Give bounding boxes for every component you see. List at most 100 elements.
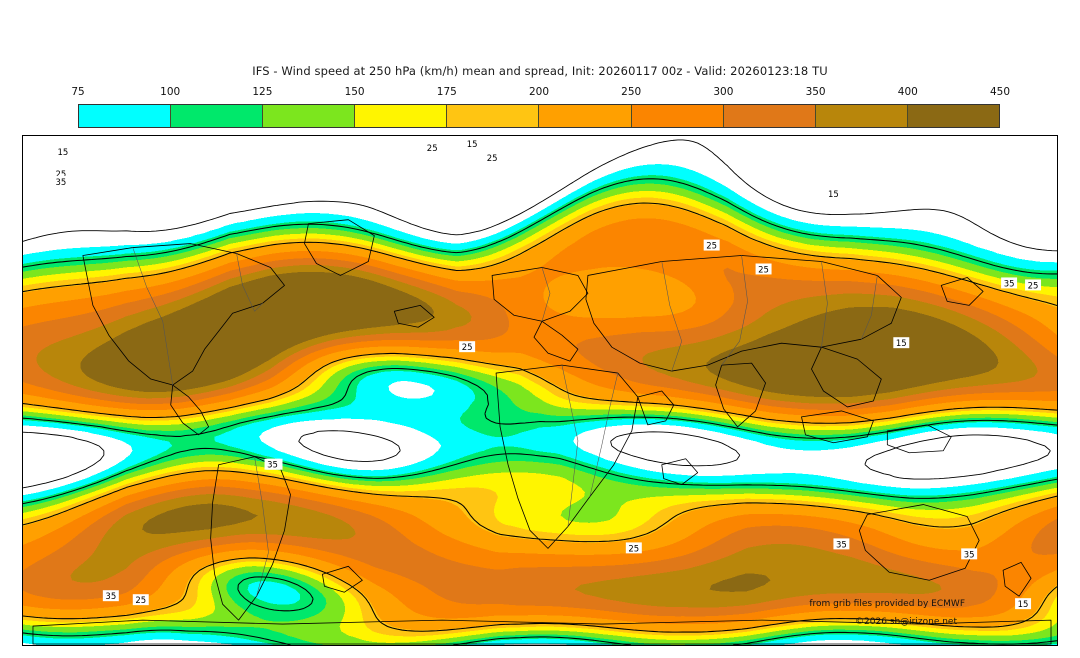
colorbar-band-amber [539,105,632,127]
colorbar-tick-175: 175 [436,86,457,98]
contour-label: 25 [1025,279,1042,290]
svg-text:25: 25 [758,264,769,274]
coastline-path [1002,561,1032,597]
contour-label: 25 [755,263,772,274]
coastline-path [170,384,210,436]
svg-text:25: 25 [1028,280,1039,290]
coastline-path [715,362,766,428]
contour-label-layer: 1525351525252515253525251525352535353525… [52,137,1042,609]
colorbar-band-gold [447,105,540,127]
colorbar: 75 100 125 150 175 200 250 300 350 400 450 [71,86,1010,128]
colorbar-bands [78,104,1000,128]
svg-text:35: 35 [964,549,975,559]
coastline-path [533,320,579,362]
border-path [254,456,269,597]
svg-text:15: 15 [58,147,69,157]
contour-label: 15 [464,137,481,149]
svg-text:25: 25 [628,543,639,553]
colorbar-tick-150: 150 [344,86,365,98]
svg-text:15: 15 [828,189,839,199]
colorbar-band-yellow [355,105,448,127]
contour-label: 25 [459,341,476,352]
spread-contour-25 [23,178,1057,645]
svg-text:35: 35 [836,539,847,549]
map-canvas: 1525351525252515253525251525352535353525… [23,136,1057,645]
colorbar-tick-200: 200 [528,86,550,98]
coastline-path [393,304,435,328]
windspeed-band-400-450 [80,271,999,592]
svg-text:15: 15 [1018,599,1029,609]
colorbar-band-dark-brown [907,105,999,127]
coastline-path [491,267,589,322]
contour-label: 15 [825,187,842,199]
colorbar-tick-125: 125 [252,86,273,98]
svg-text:15: 15 [467,139,478,149]
colorbar-tick-250: 250 [621,86,642,98]
coastline-path [858,504,980,581]
colorbar-tick-400: 400 [897,86,918,98]
contour-label: 15 [54,145,71,157]
border-path [541,267,551,322]
colorbar-tick-labels: 75 100 125 150 175 200 250 300 350 400 450 [71,86,1010,102]
colorbar-band-yellow-green [263,105,356,127]
svg-text:25: 25 [487,153,498,163]
contour-label: 35 [264,458,281,470]
contour-label: 15 [893,337,910,348]
contour-label: 25 [424,141,441,153]
colorbar-tick-100: 100 [160,86,181,98]
coastline-layer [32,219,1052,645]
contour-label: 35 [961,548,978,559]
map-frame: 1525351525252515253525251525352535353525… [22,135,1058,646]
colorbar-tick-350: 350 [805,86,826,98]
coastline-path [495,364,639,549]
contour-label: 35 [52,175,69,187]
svg-text:25: 25 [427,143,438,153]
colorbar-tick-300: 300 [713,86,734,98]
svg-text:35: 35 [56,177,67,187]
coastline-path [32,619,1052,645]
colorbar-band-cyan [79,105,172,127]
colorbar-tick-75: 75 [71,86,85,98]
contour-label: 25 [132,594,149,605]
border-path [561,364,579,527]
spread-contour-15 [23,139,1057,489]
coastline-path [940,277,984,306]
coastline-path [82,243,285,386]
svg-text:25: 25 [706,241,717,251]
contour-label: 25 [484,151,501,163]
border-path [661,261,683,372]
chart-title: IFS - Wind speed at 250 hPa (km/h) mean … [252,64,828,78]
windspeed-fill-layer [23,164,1057,645]
colorbar-band-orange [631,105,724,127]
contour-label: 15 [1015,598,1032,609]
border-path [721,255,748,366]
contour-label: 25 [703,239,720,251]
colorbar-tick-450: 450 [989,86,1011,98]
coastline-path [637,390,675,426]
colorbar-band-dark-orange [723,105,816,127]
colorbar-band-spring-green [171,105,264,127]
border-path [861,275,878,340]
coastline-path [811,346,882,408]
svg-text:25: 25 [56,169,67,179]
spread-contour-35 [23,202,1057,633]
border-path [236,253,263,312]
contour-label: 35 [102,590,119,601]
coastline-path [801,410,874,444]
contour-label: 35 [833,538,850,549]
svg-text:35: 35 [105,591,116,601]
border-path [132,247,173,386]
coastline-path [585,255,902,372]
contour-label: 25 [52,167,69,179]
svg-text:35: 35 [267,460,278,470]
coastline-path [304,219,375,276]
coastline-path [322,565,363,593]
svg-text:35: 35 [1004,278,1015,288]
contour-label: 35 [1001,277,1018,288]
coastline-path [661,458,699,486]
svg-text:25: 25 [462,342,473,352]
svg-text:15: 15 [896,338,907,348]
contour-label: 25 [625,542,642,553]
border-path [821,261,828,348]
